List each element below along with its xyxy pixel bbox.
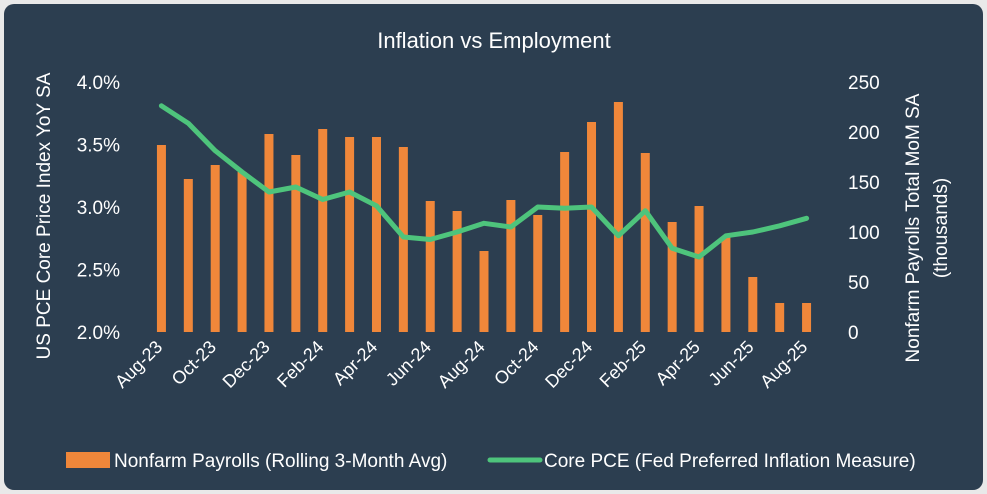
x-tick-label: Feb-24 xyxy=(273,337,327,391)
chart-title: Inflation vs Employment xyxy=(377,28,611,53)
bar-16 xyxy=(587,122,597,332)
x-tick-label: Aug-23 xyxy=(111,337,166,392)
right-tick-label: 50 xyxy=(848,273,869,294)
left-tick-label: 2.5% xyxy=(77,261,120,282)
x-tick-label: Oct-23 xyxy=(168,337,220,389)
right-tick-label: 0 xyxy=(848,323,859,344)
x-tick-label: Oct-24 xyxy=(490,337,542,389)
left-tick-label: 3.5% xyxy=(77,136,120,157)
line-layer xyxy=(158,103,810,260)
x-tick-label: Jun-25 xyxy=(705,337,758,390)
x-tick-label: Apr-25 xyxy=(652,337,704,389)
bar-7 xyxy=(345,137,355,332)
bar-11 xyxy=(452,211,462,332)
right-axis-title-line2: (thousands) xyxy=(931,178,952,278)
bar-22 xyxy=(748,277,758,332)
bar-12 xyxy=(479,251,489,332)
x-tick-label: Aug-24 xyxy=(434,337,489,392)
bar-13 xyxy=(506,200,516,332)
bar-24 xyxy=(802,303,812,332)
bar-21 xyxy=(721,237,731,332)
x-tick-label: Feb-25 xyxy=(596,337,650,391)
left-tick-label: 2.0% xyxy=(77,323,120,344)
bar-18 xyxy=(640,153,650,332)
bar-3 xyxy=(237,172,247,332)
bar-2 xyxy=(210,165,220,332)
right-tick-label: 250 xyxy=(848,73,880,94)
right-tick-label: 150 xyxy=(848,173,880,194)
right-tick-label: 100 xyxy=(848,223,880,244)
bar-20 xyxy=(694,206,704,332)
left-tick-label: 3.0% xyxy=(77,198,120,219)
bar-5 xyxy=(291,155,301,332)
bar-10 xyxy=(425,201,435,332)
x-tick-label: Jun-24 xyxy=(382,337,435,390)
core-pce-line xyxy=(158,103,810,260)
x-tick-label: Apr-24 xyxy=(329,337,381,389)
bar-0 xyxy=(156,145,166,332)
bars-layer xyxy=(156,102,812,332)
bar-19 xyxy=(667,222,677,332)
bar-6 xyxy=(318,129,328,332)
right-axis-title-line1: Nonfarm Payrolls Total MoM SA xyxy=(903,93,924,362)
bar-17 xyxy=(613,102,623,332)
x-tick-label: Dec-24 xyxy=(541,337,596,392)
left-tick-label: 4.0% xyxy=(77,73,120,94)
left-axis-title: US PCE Core Price Index YoY SA xyxy=(34,72,55,359)
right-tick-label: 200 xyxy=(848,123,880,144)
legend-bar-label: Nonfarm Payrolls (Rolling 3-Month Avg) xyxy=(114,451,447,472)
bar-15 xyxy=(560,152,570,332)
bar-8 xyxy=(371,137,381,332)
bar-14 xyxy=(533,215,543,332)
x-tick-label: Dec-23 xyxy=(219,337,274,392)
legend-line-label: Core PCE (Fed Preferred Inflation Measur… xyxy=(544,451,916,472)
chart-panel: Inflation vs Employment US PCE Core Pric… xyxy=(4,4,983,490)
bar-1 xyxy=(183,179,193,332)
legend: Nonfarm Payrolls (Rolling 3-Month Avg) C… xyxy=(66,451,916,472)
legend-bar-swatch xyxy=(66,452,110,468)
x-tick-label: Aug-25 xyxy=(756,337,811,392)
chart-svg: Inflation vs Employment US PCE Core Pric… xyxy=(34,28,952,472)
bar-4 xyxy=(264,134,274,332)
bar-23 xyxy=(775,303,785,332)
